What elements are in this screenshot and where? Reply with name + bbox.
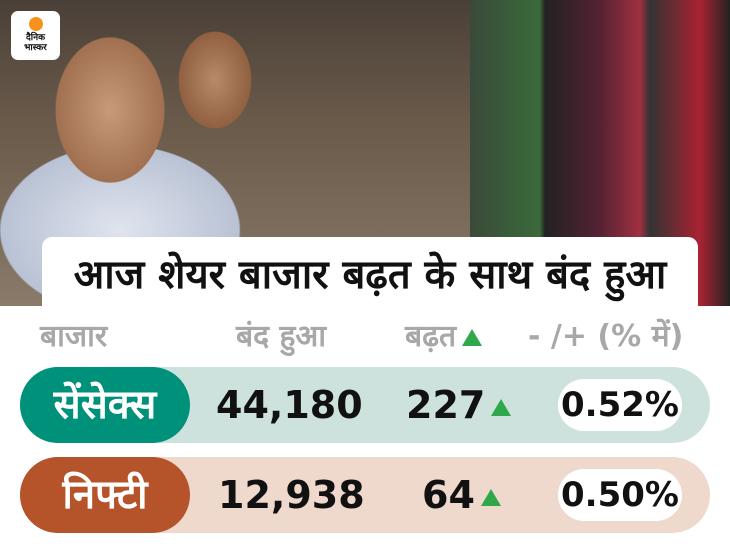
up-arrow-icon — [480, 489, 501, 506]
gain-wrap: 227 — [406, 367, 512, 443]
up-arrow-icon — [491, 399, 512, 416]
percent-change: 0.52% — [558, 379, 682, 431]
logo-text-1: दैनिक — [25, 33, 46, 43]
gain-value: 64 — [422, 473, 475, 517]
up-arrow-icon — [462, 329, 483, 346]
row-sensex: सेंसेक्स 44,180 227 0.52% — [20, 367, 710, 443]
header-gain-wrap: बढ़त — [405, 314, 483, 355]
market-name-pill: सेंसेक्स — [20, 367, 190, 443]
dainik-bhaskar-logo: दैनिक भास्कर — [11, 11, 60, 60]
close-value: 12,938 — [218, 473, 365, 517]
header-market: बाजार — [40, 319, 108, 354]
close-value: 44,180 — [216, 383, 363, 427]
header-gain: बढ़त — [405, 319, 457, 354]
header-change: - /+ (% में) — [528, 319, 684, 354]
row-nifty: निफ्टी 12,938 64 0.50% — [20, 457, 710, 533]
gain-wrap: 64 — [422, 457, 501, 533]
gain-value: 227 — [406, 383, 486, 427]
title-box: आज शेयर बाजार बढ़त के साथ बंद हुआ — [42, 237, 698, 312]
logo-dot — [28, 17, 43, 31]
logo-text-2: भास्कर — [24, 43, 47, 53]
percent-change: 0.50% — [558, 469, 682, 521]
headline: आज शेयर बाजार बढ़त के साथ बंद हुआ — [73, 252, 667, 298]
market-name-pill: निफ्टी — [20, 457, 190, 533]
header-close: बंद हुआ — [236, 319, 327, 354]
